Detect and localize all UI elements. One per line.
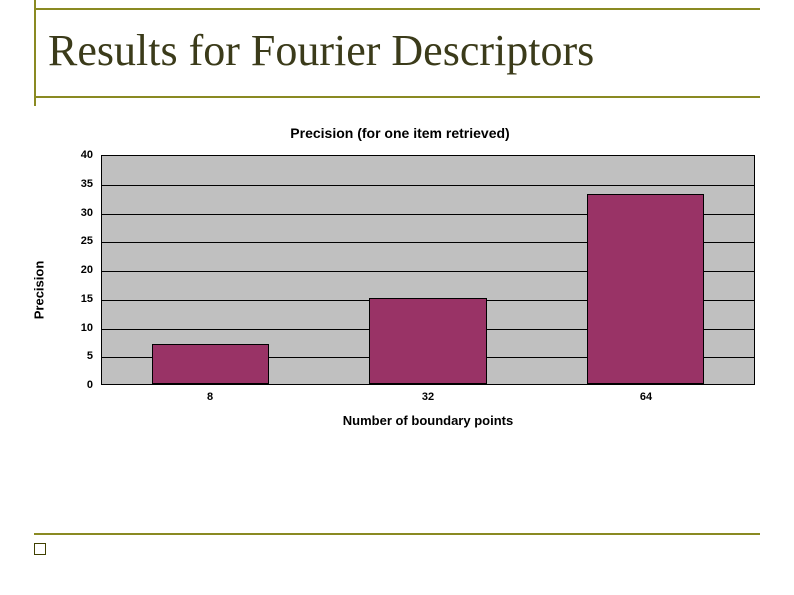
y-tick-label: 35 [81, 178, 93, 190]
y-tick-label: 5 [87, 350, 93, 362]
y-tick-label: 0 [87, 379, 93, 391]
plot-area [101, 155, 755, 385]
y-tick-label: 25 [81, 235, 93, 247]
y-tick-label: 30 [81, 207, 93, 219]
y-axis-label: Precision [32, 261, 47, 320]
x-axis-label: Number of boundary points [101, 413, 755, 428]
y-tick-label: 40 [81, 149, 93, 161]
x-tick-label: 32 [422, 391, 434, 403]
gridline [102, 185, 754, 186]
bar [587, 194, 704, 384]
chart-body: Precision 0510152025303540 83264 Number … [45, 155, 755, 425]
y-tick-label: 10 [81, 322, 93, 334]
title-bar: Results for Fourier Descriptors [34, 8, 760, 98]
bottom-rule [34, 533, 760, 535]
y-axis-ticks: 0510152025303540 [67, 155, 97, 385]
bullet-square-icon [34, 543, 46, 555]
bar [152, 344, 269, 384]
chart-title: Precision (for one item retrieved) [45, 125, 755, 141]
x-axis-ticks: 8 32 64 [101, 391, 755, 409]
y-tick-label: 20 [81, 264, 93, 276]
x-tick-label: 8 [207, 391, 213, 403]
title-vertical-rule [34, 0, 36, 106]
bar [369, 298, 486, 384]
x-tick-label: 64 [640, 391, 652, 403]
precision-chart: Precision (for one item retrieved) Preci… [45, 125, 755, 425]
slide: Results for Fourier Descriptors Precisio… [0, 0, 794, 595]
y-tick-label: 15 [81, 293, 93, 305]
slide-title: Results for Fourier Descriptors [48, 25, 594, 76]
